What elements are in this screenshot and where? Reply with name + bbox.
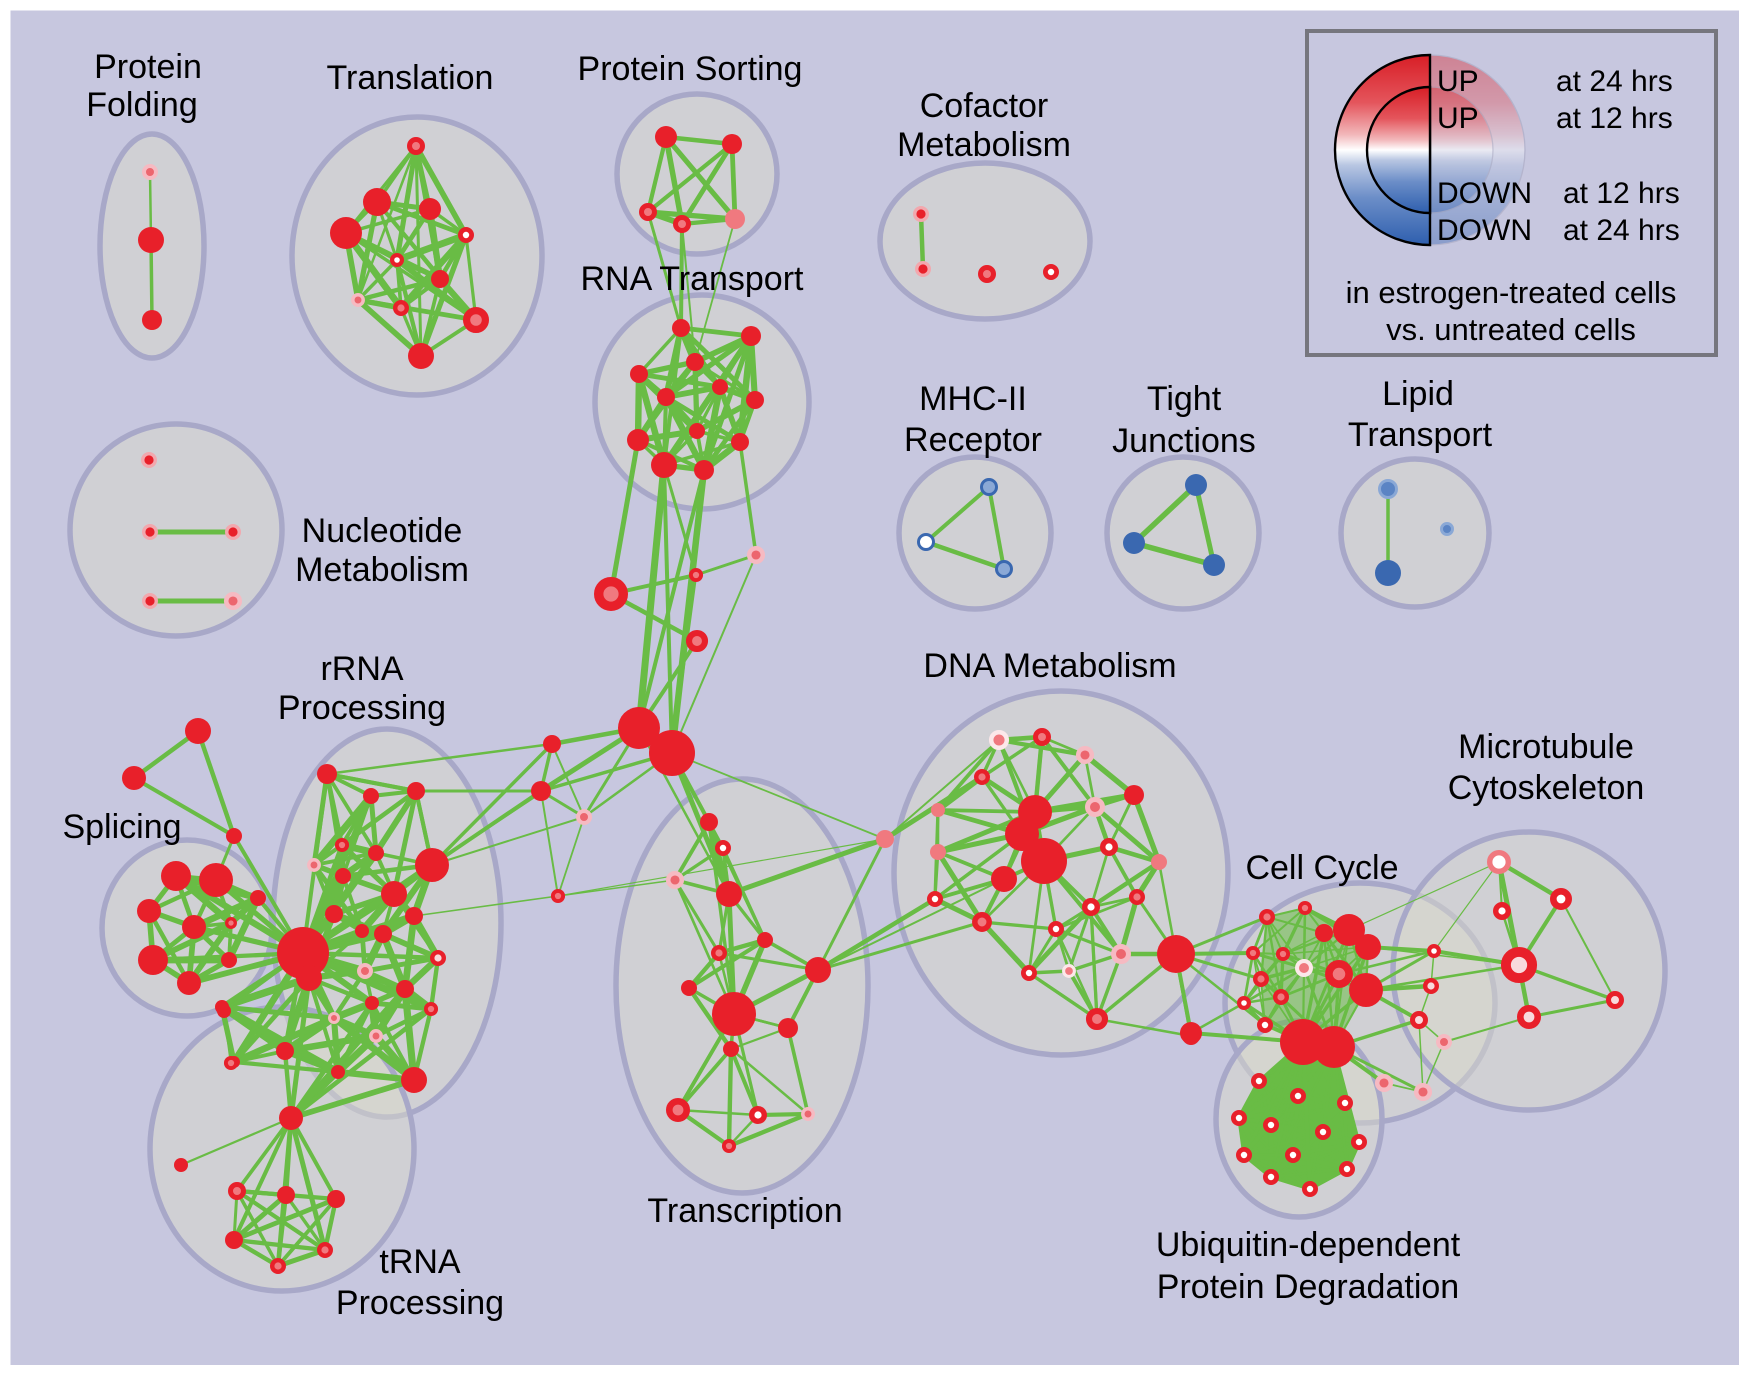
svg-text:tRNA: tRNA [379,1243,461,1281]
svg-text:Ubiquitin-dependent: Ubiquitin-dependent [1156,1226,1461,1264]
svg-text:Folding: Folding [86,86,198,124]
svg-text:Cytoskeleton: Cytoskeleton [1448,769,1645,807]
svg-text:vs. untreated cells: vs. untreated cells [1386,312,1636,347]
svg-text:Processing: Processing [336,1284,504,1322]
svg-text:Nucleotide: Nucleotide [302,512,463,550]
svg-text:Protein Sorting: Protein Sorting [578,50,803,88]
svg-text:Protein Degradation: Protein Degradation [1157,1268,1459,1306]
svg-text:Lipid: Lipid [1382,375,1454,413]
svg-text:at 24 hrs: at 24 hrs [1556,65,1673,98]
svg-text:rRNA: rRNA [320,650,403,688]
svg-text:Processing: Processing [278,689,446,727]
svg-text:Translation: Translation [327,59,494,97]
svg-text:Tight: Tight [1147,380,1222,418]
svg-text:Metabolism: Metabolism [295,551,469,589]
svg-text:Junctions: Junctions [1112,422,1256,460]
svg-text:Metabolism: Metabolism [897,126,1071,164]
svg-text:Cell Cycle: Cell Cycle [1245,849,1398,887]
svg-text:at 12 hrs: at 12 hrs [1563,177,1680,210]
svg-text:DNA Metabolism: DNA Metabolism [923,647,1176,685]
svg-text:DOWN: DOWN [1437,214,1532,247]
svg-text:DOWN: DOWN [1437,177,1532,210]
svg-text:Receptor: Receptor [904,421,1042,459]
svg-text:at 12 hrs: at 12 hrs [1556,102,1673,135]
svg-text:at 24 hrs: at 24 hrs [1563,214,1680,247]
svg-text:UP: UP [1437,65,1479,98]
svg-text:RNA Transport: RNA Transport [581,260,805,298]
svg-text:Microtubule: Microtubule [1458,728,1634,766]
svg-text:in estrogen-treated cells: in estrogen-treated cells [1346,275,1677,310]
svg-text:Transport: Transport [1348,416,1493,454]
svg-text:Transcription: Transcription [647,1192,842,1230]
svg-text:MHC-II: MHC-II [919,380,1027,418]
svg-text:Cofactor: Cofactor [920,87,1049,125]
svg-text:UP: UP [1437,102,1479,135]
svg-text:Splicing: Splicing [62,808,181,846]
svg-text:Protein: Protein [94,48,202,86]
